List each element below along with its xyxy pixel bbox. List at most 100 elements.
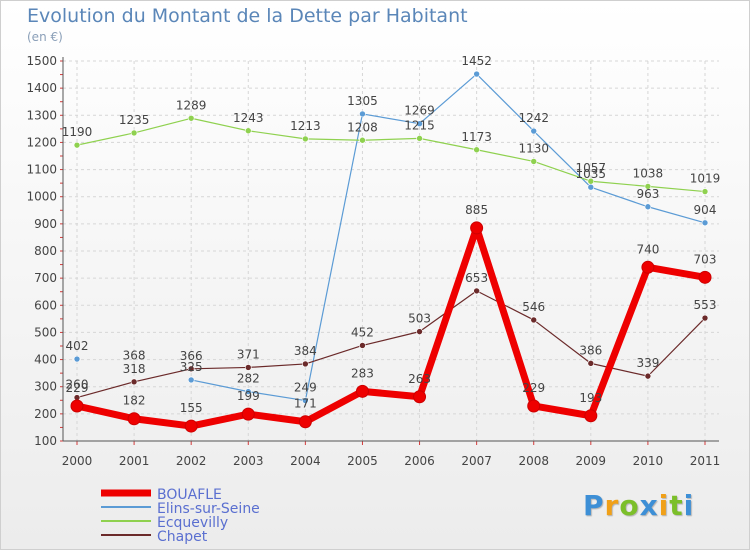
data-point-chapet <box>130 378 138 386</box>
data-point-bouafle <box>527 399 541 413</box>
series-line-chapet <box>76 290 706 399</box>
data-label-bouafle: 199 <box>237 389 260 403</box>
data-point-elins-sur-seine <box>473 70 480 78</box>
data-label-ecquevilly: 1057 <box>576 161 607 175</box>
data-label-bouafle: 703 <box>694 252 717 266</box>
data-point-elins-sur-seine <box>701 219 709 227</box>
data-label-elins-sur-seine: 963 <box>636 187 659 201</box>
x-tick-label: 2006 <box>404 454 435 468</box>
data-label-bouafle: 182 <box>123 394 146 408</box>
y-tick-label: 1500 <box>26 54 57 68</box>
data-point-ecquevilly <box>130 129 138 137</box>
data-label-ecquevilly: 1289 <box>176 98 207 112</box>
y-tick-label: 500 <box>34 325 57 339</box>
data-label-chapet: 371 <box>237 347 260 361</box>
data-point-chapet <box>302 360 309 368</box>
y-tick-label: 100 <box>34 434 57 448</box>
data-label-chapet: 553 <box>694 298 717 312</box>
data-point-chapet <box>187 365 195 373</box>
legend-label-bouafle: BOUAFLE <box>157 487 222 503</box>
data-point-elins-sur-seine <box>530 127 538 135</box>
data-label-elins-sur-seine: 904 <box>694 203 717 217</box>
data-point-ecquevilly <box>302 135 309 143</box>
x-tick-label: 2000 <box>62 454 93 468</box>
proxiti-logo: Proxiti <box>583 489 695 522</box>
data-point-chapet <box>587 360 595 367</box>
data-label-bouafle: 193 <box>579 391 602 405</box>
data-label-elins-sur-seine: 282 <box>237 372 260 386</box>
data-point-chapet <box>644 372 652 380</box>
data-label-elins-sur-seine: 368 <box>123 348 146 362</box>
data-point-ecquevilly <box>473 146 480 154</box>
data-point-chapet <box>701 314 709 322</box>
data-label-chapet: 339 <box>636 356 659 370</box>
x-tick-label: 2004 <box>290 454 321 468</box>
legend-label-chapet: Chapet <box>157 529 208 545</box>
y-tick-label: 600 <box>34 298 57 312</box>
x-tick-label: 2007 <box>461 454 492 468</box>
x-tick-label: 2005 <box>347 454 378 468</box>
data-label-ecquevilly: 1208 <box>347 120 378 134</box>
y-tick-label: 900 <box>34 217 57 231</box>
y-tick-label: 300 <box>34 380 57 394</box>
data-label-ecquevilly: 1173 <box>461 130 492 144</box>
chart-title: Evolution du Montant de la Dette par Hab… <box>27 5 468 27</box>
data-label-ecquevilly: 1038 <box>633 166 664 180</box>
data-label-bouafle: 283 <box>351 366 374 380</box>
data-point-bouafle <box>584 409 598 423</box>
data-label-elins-sur-seine: 1305 <box>347 94 378 108</box>
data-label-chapet: 384 <box>294 344 317 358</box>
y-tick-label: 1200 <box>26 135 57 149</box>
x-tick-label: 2011 <box>690 454 721 468</box>
data-point-bouafle <box>641 260 655 274</box>
data-point-chapet <box>530 316 538 324</box>
data-label-bouafle: 155 <box>180 401 203 415</box>
data-label-chapet: 386 <box>579 343 602 357</box>
x-tick-label: 2009 <box>576 454 607 468</box>
data-point-elins-sur-seine <box>244 388 252 395</box>
data-label-bouafle: 263 <box>408 372 431 386</box>
data-point-ecquevilly <box>187 114 195 122</box>
x-tick-label: 2003 <box>233 454 264 468</box>
data-point-elins-sur-seine <box>187 376 195 384</box>
data-label-chapet: 546 <box>522 300 545 314</box>
data-label-chapet: 452 <box>351 325 374 339</box>
data-label-bouafle: 740 <box>636 242 659 256</box>
y-tick-label: 800 <box>34 244 57 258</box>
data-point-bouafle <box>241 407 255 421</box>
chart-subtitle: (en €) <box>27 30 63 44</box>
data-point-ecquevilly <box>587 177 595 185</box>
data-point-ecquevilly <box>416 135 423 142</box>
data-point-ecquevilly <box>701 188 709 195</box>
y-tick-label: 1400 <box>26 81 57 95</box>
data-label-chapet: 653 <box>465 271 488 285</box>
data-label-elins-sur-seine: 1269 <box>404 104 435 118</box>
data-point-bouafle <box>184 419 198 433</box>
data-label-chapet: 260 <box>66 378 89 392</box>
data-point-chapet <box>359 342 366 349</box>
data-label-ecquevilly: 1215 <box>404 118 435 132</box>
data-label-elins-sur-seine: 1242 <box>518 111 549 125</box>
data-label-elins-sur-seine: 402 <box>66 339 89 353</box>
data-label-bouafle: 229 <box>522 381 545 395</box>
data-point-bouafle <box>355 384 369 398</box>
data-point-elins-sur-seine <box>587 183 595 191</box>
data-label-elins-sur-seine: 325 <box>180 360 203 374</box>
data-point-bouafle <box>413 390 427 404</box>
data-point-ecquevilly <box>359 136 366 144</box>
y-tick-label: 400 <box>34 353 57 367</box>
data-point-bouafle <box>470 221 484 235</box>
data-label-ecquevilly: 1243 <box>233 111 264 125</box>
data-label-chapet: 318 <box>123 362 146 376</box>
data-point-chapet <box>244 364 252 371</box>
x-tick-label: 2002 <box>176 454 207 468</box>
y-tick-label: 1100 <box>26 163 57 177</box>
data-label-ecquevilly: 1019 <box>690 172 721 186</box>
y-tick-label: 1300 <box>26 108 57 122</box>
data-point-elins-sur-seine <box>416 120 423 127</box>
y-tick-label: 1000 <box>26 190 57 204</box>
x-tick-label: 2010 <box>633 454 664 468</box>
legend-label-elins-sur-seine: Elins-sur-Seine <box>157 501 260 517</box>
